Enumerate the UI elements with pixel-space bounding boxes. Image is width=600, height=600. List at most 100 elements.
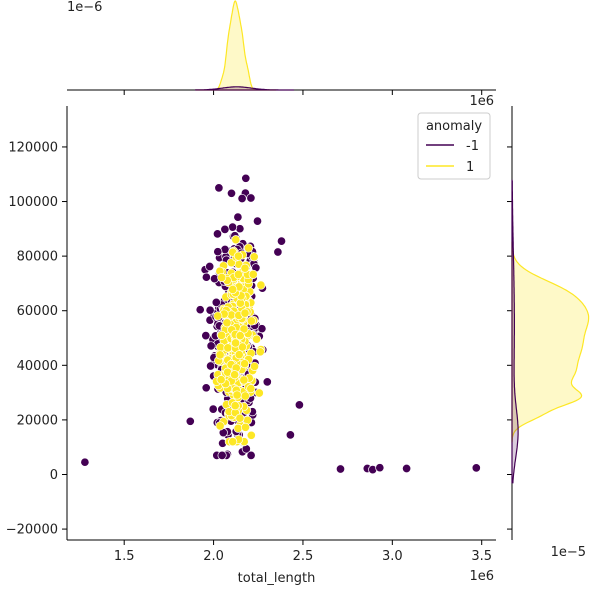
y-tick-label: 120000	[8, 140, 58, 155]
scatter-point	[230, 401, 240, 411]
scatter-point	[232, 390, 242, 400]
scatter-point	[235, 331, 245, 341]
scatter-point	[402, 463, 412, 474]
top-kde-normal	[195, 0, 277, 91]
scatter-point	[240, 308, 250, 318]
legend-entry-label: 1	[466, 160, 474, 175]
scatter-point	[248, 269, 258, 279]
scatter-point	[212, 229, 223, 239]
scatter-point	[222, 318, 232, 328]
x-tick-label: 2.0	[203, 549, 224, 564]
scatter-point	[201, 272, 211, 282]
scatter-point	[255, 347, 265, 357]
right-kde-anomaly	[511, 179, 519, 484]
scatter-point	[256, 280, 266, 290]
scatter-point	[230, 370, 240, 380]
scatter-point	[233, 269, 243, 280]
scatter-point	[205, 261, 215, 272]
scatter-point	[206, 341, 216, 351]
scatter-point	[240, 391, 250, 401]
scatter-point	[213, 247, 223, 257]
x-tick-label: 1.5	[114, 549, 135, 564]
series-anomaly	[80, 173, 481, 475]
y-tick-label: −20000	[6, 523, 58, 538]
scatter-point	[241, 173, 251, 183]
scatter-point	[335, 464, 346, 474]
scatter-point	[201, 331, 211, 341]
scatter-point	[226, 258, 236, 268]
right-kde-normal	[511, 241, 590, 443]
scatter-point	[235, 224, 245, 234]
legend-title: anomaly	[426, 119, 482, 134]
scatter-point	[254, 388, 264, 398]
legend-box	[417, 112, 491, 180]
y-tick-label: 80000	[17, 250, 58, 265]
scatter-point	[294, 400, 304, 410]
scatter-point	[205, 305, 215, 315]
right-marginal-scale-label: 1e−5	[551, 545, 586, 560]
scatter-point	[276, 236, 287, 246]
y-tick-label: 60000	[17, 304, 58, 319]
top-axis-offset-label: 1e6	[469, 94, 494, 109]
scatter-point	[252, 334, 262, 344]
scatter-point	[228, 437, 238, 447]
scatter-point	[217, 450, 227, 460]
scatter-point	[273, 247, 283, 257]
scatter-point	[243, 243, 254, 253]
scatter-point	[223, 343, 233, 353]
scatter-point	[215, 350, 225, 360]
scatter-point	[233, 251, 243, 261]
scatter-point	[246, 384, 256, 394]
scatter-point	[208, 404, 218, 414]
scatter-point	[228, 222, 238, 232]
scatter-point	[262, 377, 272, 387]
top-marginal-kde: 1e−6 1e6	[67, 0, 496, 109]
scatter-point	[226, 188, 237, 198]
scatter-point	[228, 284, 238, 295]
scatter-point	[240, 359, 250, 369]
scatter-point	[231, 338, 241, 348]
scatter-point	[220, 224, 230, 234]
scatter-point	[215, 421, 225, 431]
x-tick-label: 2.5	[293, 549, 314, 564]
scatter-point	[375, 463, 385, 473]
scatter-point	[206, 361, 216, 371]
scatter-point	[240, 422, 251, 432]
scatter-plot-area	[80, 173, 481, 475]
scatter-point	[185, 416, 195, 426]
scatter-point	[231, 235, 241, 245]
scatter-point	[246, 316, 256, 326]
scatter-point	[252, 216, 263, 226]
scatter-point	[249, 252, 259, 262]
right-marginal-kde: 1e−5	[507, 106, 590, 560]
x-axis-label: total_length	[238, 571, 316, 586]
scatter-point	[80, 457, 90, 467]
scatter-point	[217, 272, 227, 283]
scatter-point	[240, 263, 250, 273]
scatter-point	[233, 423, 243, 433]
scatter-point	[211, 297, 221, 307]
x-tick-label: 3.5	[471, 549, 492, 564]
scatter-point	[285, 430, 295, 440]
scatter-point	[214, 183, 224, 193]
scatter-point	[246, 430, 256, 440]
scatter-point	[235, 413, 245, 423]
scatter-point	[216, 375, 226, 385]
legend: anomaly -1 1	[417, 112, 491, 180]
axes: 1.5 2.0 2.5 3.0 3.5 −20000 0 20000 40000 60000 800…	[6, 106, 496, 586]
x-offset-label: 1e6	[469, 569, 494, 584]
y-tick-label: 20000	[17, 413, 58, 428]
scatter-point	[471, 463, 481, 473]
scatter-point	[237, 342, 247, 352]
y-tick-label: 40000	[17, 359, 58, 374]
scatter-point	[195, 305, 205, 315]
scatter-point	[246, 193, 256, 203]
legend-entry-label: -1	[466, 139, 479, 154]
scatter-point	[201, 383, 211, 393]
y-tick-label: 0	[50, 468, 58, 483]
scatter-point	[239, 375, 249, 385]
scatter-point	[217, 330, 227, 340]
scatter-point	[213, 311, 223, 321]
scatter-point	[249, 361, 260, 371]
